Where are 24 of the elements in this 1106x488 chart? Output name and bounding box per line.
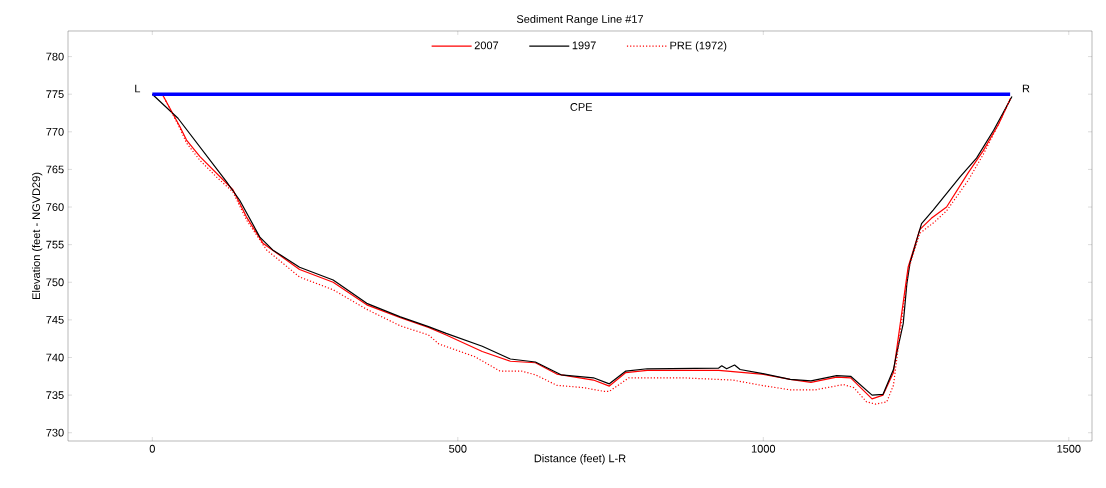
legend-label: PRE (1972) — [670, 41, 727, 52]
x-tick-label: 1500 — [1057, 444, 1081, 453]
y-tick-label: 775 — [46, 90, 64, 99]
y-tick-label: 770 — [46, 127, 64, 136]
y-axis-title: Elevation (feet - NGVD29) — [32, 172, 43, 299]
y-tick-label: 740 — [46, 353, 64, 362]
legend-label: 1997 — [572, 41, 596, 50]
y-tick-label: 755 — [46, 240, 64, 249]
y-tick-label: 760 — [46, 203, 64, 211]
chart-title: Sediment Range Line #17 — [516, 14, 644, 26]
y-tick-label: 765 — [46, 165, 64, 174]
y-tick-label: 780 — [46, 52, 64, 61]
legend-label: 2007 — [474, 41, 499, 50]
x-tick-label: 500 — [449, 444, 467, 453]
annotation: R — [1022, 84, 1030, 93]
annotation: L — [135, 84, 141, 93]
x-axis-title: Distance (feet) L-R — [534, 454, 626, 465]
x-tick-label: 0 — [149, 444, 155, 453]
y-tick-label: 735 — [46, 391, 64, 400]
x-tick-label: 1000 — [751, 444, 776, 453]
annotation: CPE — [570, 103, 593, 111]
y-tick-label: 745 — [46, 316, 64, 324]
y-tick-label: 750 — [46, 278, 64, 287]
y-tick-label: 730 — [46, 428, 64, 437]
